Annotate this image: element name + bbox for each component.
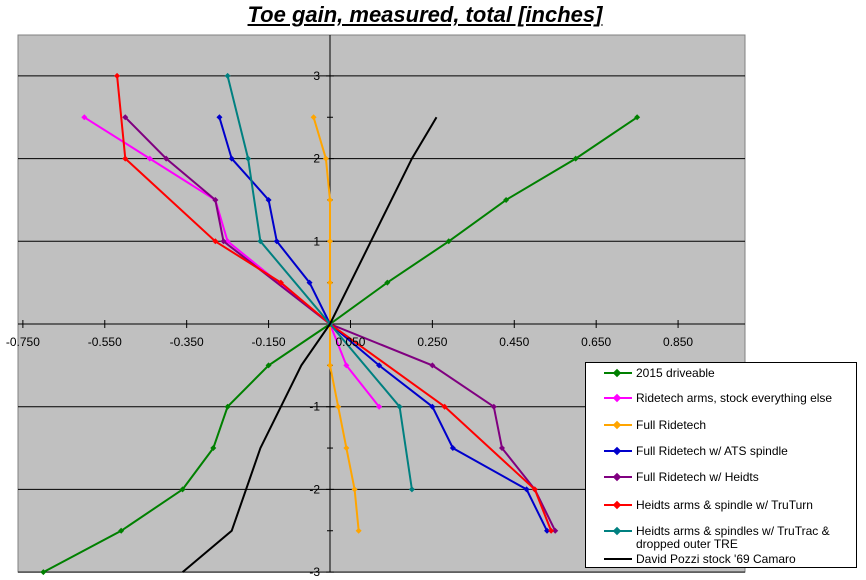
legend: 2015 driveable Ridetech arms, stock every… <box>585 362 857 568</box>
y-tick-label-0: -3 <box>309 565 320 579</box>
series-2-point-1 <box>322 155 329 162</box>
legend-marker <box>612 446 622 456</box>
series-1-point-5 <box>343 362 350 369</box>
legend-label: Ridetech arms, stock everything else <box>636 391 833 405</box>
series-3-point-6 <box>376 362 383 369</box>
series-5-point-5 <box>441 403 448 410</box>
y-tick-label-4: 1 <box>313 234 320 248</box>
x-tick-label-0: -0.750 <box>6 335 40 349</box>
series-5-point-7 <box>548 527 555 534</box>
series-0-point-0 <box>40 569 47 576</box>
legend-label: David Pozzi stock '69 Camaro <box>636 552 796 566</box>
series-line-5 <box>116 75 553 532</box>
legend-label: 2015 driveable <box>636 366 715 380</box>
legend-label: Heidts arms & spindle w/ TruTurn <box>636 498 813 512</box>
series-0-point-9 <box>503 196 510 203</box>
series-4-point-6 <box>490 403 497 410</box>
series-4-point-5 <box>429 362 436 369</box>
legend-marker <box>612 368 622 378</box>
legend-label: Full Ridetech <box>636 418 707 432</box>
series-3-point-10 <box>544 527 551 534</box>
legend-marker <box>612 500 622 510</box>
series-2-point-3 <box>327 238 333 245</box>
x-tick-label-2: -0.350 <box>170 335 204 349</box>
series-4-point-2 <box>212 196 219 203</box>
y-tick-label-5: 2 <box>313 152 320 166</box>
series-0-point-10 <box>572 155 579 162</box>
series-1-point-1 <box>146 155 153 162</box>
series-2-point-7 <box>335 403 342 410</box>
series-0-point-2 <box>179 486 186 493</box>
series-3-point-9 <box>523 486 530 493</box>
legend-swatch <box>604 558 632 560</box>
series-2-point-6 <box>327 362 333 369</box>
legend-marker <box>612 420 622 430</box>
chart-title: Toe gain, measured, total [inches] <box>247 2 603 27</box>
series-5-point-3 <box>277 279 284 286</box>
series-5-point-1 <box>122 155 129 162</box>
series-0-point-1 <box>118 527 125 534</box>
x-tick-label-7: 0.650 <box>581 335 611 349</box>
series-3-point-3 <box>273 238 280 245</box>
series-4-point-0 <box>122 114 129 121</box>
x-tick-label-4: 0.050 <box>335 335 365 349</box>
series-0-point-4 <box>224 403 231 410</box>
series-line-6 <box>226 75 413 490</box>
x-tick-label-3: -0.150 <box>252 335 286 349</box>
series-3-point-4 <box>306 279 313 286</box>
series-5-point-0 <box>114 72 121 79</box>
legend-label: Heidts arms & spindles w/ TruTrac & drop… <box>636 524 830 551</box>
series-4-point-3 <box>220 238 227 245</box>
x-tick-label-5: 0.250 <box>417 335 447 349</box>
tick-labels: -0.750 -0.550 -0.350 -0.150 0.050 0.250 0.450 0… <box>6 69 694 579</box>
y-tick-label-6: 3 <box>313 69 320 83</box>
series-0-point-8 <box>445 238 452 245</box>
series-5-point-2 <box>212 238 219 245</box>
series-4-point-9 <box>552 527 559 534</box>
series-line-4 <box>124 116 557 532</box>
series-6-point-5 <box>408 486 415 493</box>
series-0-point-3 <box>210 445 217 452</box>
y-tick-label-2: -1 <box>309 400 320 414</box>
series-6-point-4 <box>396 403 403 410</box>
series-5-point-6 <box>531 486 538 493</box>
series-4-point-1 <box>163 155 170 162</box>
y-tick-label-1: -2 <box>309 482 320 496</box>
series-4-point-7 <box>498 445 505 452</box>
series-1-point-6 <box>376 403 383 410</box>
series-0-point-7 <box>384 279 391 286</box>
series-2-point-0 <box>310 114 317 121</box>
series-layer <box>40 72 641 576</box>
x-tick-label-1: -0.550 <box>88 335 122 349</box>
series-6-point-0 <box>224 72 231 79</box>
series-3-point-0 <box>216 114 223 121</box>
legend-marker <box>612 393 622 403</box>
series-2-point-2 <box>327 196 333 203</box>
legend-marker <box>612 526 622 536</box>
legend-label: Full Ridetech w/ Heidts <box>636 470 759 484</box>
series-6-point-1 <box>245 155 252 162</box>
series-line-0 <box>42 116 638 573</box>
series-6-point-2 <box>257 238 264 245</box>
series-2-point-8 <box>343 445 350 452</box>
legend-label: Full Ridetech w/ ATS spindle <box>636 444 788 458</box>
x-tick-label-8: 0.850 <box>663 335 693 349</box>
series-2-point-10 <box>355 527 362 534</box>
series-3-point-1 <box>228 155 235 162</box>
series-line-7 <box>181 116 438 573</box>
series-3-point-2 <box>265 196 272 203</box>
series-2-point-4 <box>327 279 333 286</box>
x-tick-label-6: 0.450 <box>499 335 529 349</box>
series-2-point-9 <box>351 486 358 493</box>
series-0-point-11 <box>634 114 641 121</box>
series-1-point-0 <box>81 114 88 121</box>
legend-marker <box>612 472 622 482</box>
series-0-point-5 <box>265 362 272 369</box>
series-3-point-7 <box>429 403 436 410</box>
series-3-point-8 <box>449 445 456 452</box>
